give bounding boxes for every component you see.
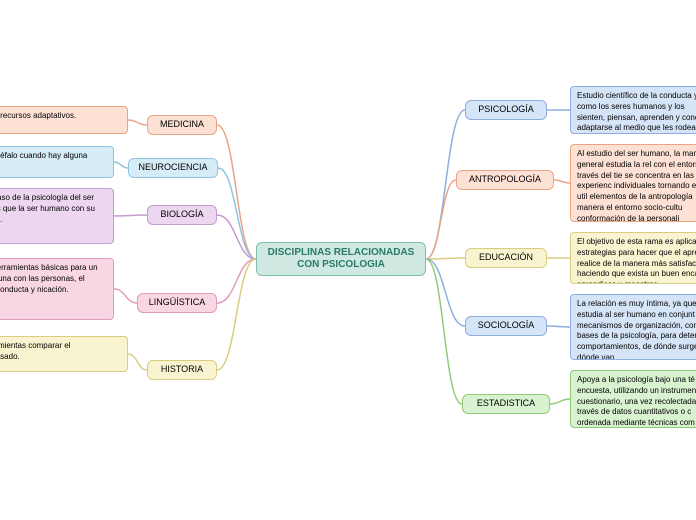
center-node[interactable]: DISCIPLINAS RELACIONADAS CON PSICOLOGIA [256, 242, 426, 276]
desc-medicina: n con la enfermedad y como recursos adap… [0, 106, 128, 134]
node-neurociencia[interactable]: NEUROCIENCIA [128, 158, 218, 178]
node-psicologia[interactable]: PSICOLOGÍA [465, 100, 547, 120]
node-sociologia[interactable]: SOCIOLOGÍA [465, 316, 547, 336]
node-medicina[interactable]: MEDICINA [147, 115, 217, 135]
desc-educacion: El objetivo de esta rama es aplicar estr… [570, 232, 696, 284]
desc-estadistica: Apoya a la psicología bajo una té encues… [570, 370, 696, 428]
node-estadistica[interactable]: ESTADISTICA [462, 394, 550, 414]
desc-neurociencia: s procesos mentales y el encéfalo cuando… [0, 146, 114, 178]
desc-linguistica: bido a que el lenguaje y la herramientas… [0, 258, 114, 320]
node-educacion[interactable]: EDUCACIÓN [465, 248, 547, 268]
node-linguistica[interactable]: LINGÜÍSTICA [137, 293, 217, 313]
desc-psicologia: Estudio científico de la conducta y de c… [570, 86, 696, 134]
desc-biologia: ones en aspectos físicos y caso de la ps… [0, 188, 114, 244]
desc-historia: de manera que nos da herramientas compar… [0, 336, 128, 372]
node-historia[interactable]: HISTORIA [147, 360, 217, 380]
node-antropologia[interactable]: ANTROPOLOGÍA [456, 170, 554, 190]
desc-antropologia: Al estudio del ser humano, la manera gen… [570, 144, 696, 222]
node-biologia[interactable]: BIOLOGÍA [147, 205, 217, 225]
desc-sociologia: La relación es muy íntima, ya que estudi… [570, 294, 696, 360]
